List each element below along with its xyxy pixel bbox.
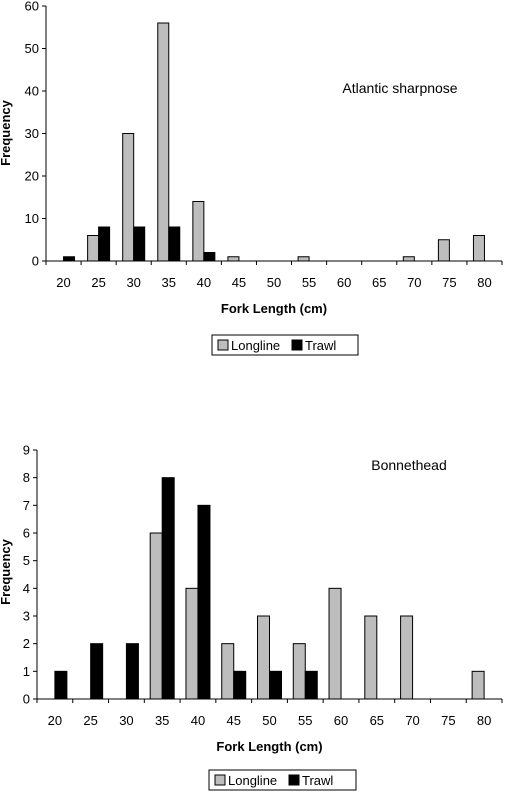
y-tick-label: 0 (32, 254, 39, 269)
x-tick-label: 45 (232, 275, 246, 290)
legend-box (211, 334, 359, 356)
x-tick-label: 25 (91, 275, 105, 290)
x-tick-label: 40 (191, 713, 205, 728)
bar-longline-40 (192, 201, 205, 262)
y-tick-label: 1 (23, 664, 30, 679)
x-tick-label: 75 (441, 713, 455, 728)
bar-longline-60 (328, 587, 342, 700)
bar-trawl-35 (168, 226, 181, 262)
x-tick-label: 45 (226, 713, 240, 728)
x-axis-title: Fork Length (cm) (216, 739, 322, 754)
x-tick-label: 50 (262, 713, 276, 728)
species-annotation: Bonnethead (371, 457, 447, 473)
x-tick-label: 65 (370, 713, 384, 728)
chart-panel-1: 0 10 20 30 40 50 60 20 25 30 35 40 45 50 55 60 65 70 75 80 F… (0, 0, 503, 356)
x-tick-label: 65 (372, 275, 386, 290)
x-tick-label: 70 (407, 275, 421, 290)
x-tick-label: 20 (48, 713, 62, 728)
x-tick-label: 55 (298, 713, 312, 728)
x-tick-label: 40 (197, 275, 211, 290)
legend-label-trawl: Trawl (305, 338, 336, 353)
x-tick-label: 60 (337, 275, 351, 290)
legend: Longline Trawl (208, 769, 357, 791)
x-tick-label: 55 (302, 275, 316, 290)
bar-longline-30 (122, 133, 135, 262)
y-tick-label: 60 (25, 0, 39, 14)
legend-box (208, 769, 357, 791)
bar-trawl-30 (125, 643, 139, 700)
x-tick-label: 80 (477, 275, 491, 290)
x-tick-label: 35 (162, 275, 176, 290)
y-tick-label: 40 (25, 84, 39, 99)
x-tick-label: 75 (442, 275, 456, 290)
legend-swatch-trawl (288, 774, 300, 786)
bar-trawl-40 (203, 252, 216, 262)
x-tick-label: 25 (83, 713, 97, 728)
bar-trawl-50 (269, 670, 282, 700)
y-tick-label: 0 (23, 692, 30, 707)
bar-trawl-55 (304, 670, 318, 700)
x-tick-label: 35 (155, 713, 169, 728)
bar-longline-55 (297, 256, 310, 262)
bar-longline-45 (221, 643, 235, 700)
bar-longline-45 (227, 256, 240, 262)
y-axis-title: Frequency (0, 99, 13, 166)
y-tick-label: 6 (23, 526, 30, 541)
y-tick-label: 7 (23, 498, 30, 513)
legend-swatch-longline (217, 339, 229, 351)
x-tick-label: 70 (405, 713, 419, 728)
legend-label-trawl: Trawl (302, 773, 333, 788)
y-tick-label: 30 (25, 126, 39, 141)
bar-longline-35 (157, 22, 170, 262)
bar-longline-80 (471, 670, 485, 700)
y-axis-title: Frequency (0, 538, 13, 605)
bar-longline-55 (292, 643, 306, 700)
bar-longline-75 (437, 239, 450, 262)
y-tick-label: 2 (23, 636, 30, 651)
y-tick-label: 9 (23, 443, 30, 458)
bar-longline-50 (257, 615, 270, 700)
bar-longline-70 (402, 256, 415, 262)
y-tick-label: 3 (23, 609, 30, 624)
bar-trawl-40 (197, 504, 211, 700)
bar-trawl-25 (90, 643, 104, 700)
y-tick-label: 8 (23, 470, 30, 485)
species-annotation: Atlantic sharpnose (342, 80, 457, 96)
x-axis-title: Fork Length (cm) (221, 301, 327, 316)
bar-trawl-35 (161, 477, 175, 700)
bar-longline-70 (400, 615, 414, 700)
x-tick-label: 50 (267, 275, 281, 290)
bar-trawl-45 (233, 670, 247, 700)
bar-longline-25 (87, 235, 100, 262)
legend-swatch-longline (214, 774, 226, 786)
bar-trawl-25 (98, 226, 111, 262)
x-tick-label: 30 (126, 275, 140, 290)
x-tick-label: 20 (56, 275, 70, 290)
bar-trawl-30 (133, 226, 146, 262)
legend: Longline Trawl (211, 334, 359, 356)
legend-label-longline: Longline (228, 773, 277, 788)
x-tick-label: 60 (334, 713, 348, 728)
y-tick-label: 20 (25, 169, 39, 184)
y-tick-label: 4 (23, 581, 30, 596)
bar-longline-40 (185, 587, 199, 700)
legend-label-longline: Longline (231, 338, 280, 353)
bar-trawl-20 (63, 256, 76, 262)
y-tick-label: 50 (25, 41, 39, 56)
x-tick-label: 30 (119, 713, 133, 728)
x-tick-label: 80 (477, 713, 491, 728)
y-tick-label: 10 (25, 211, 39, 226)
bar-longline-65 (364, 615, 378, 700)
legend-swatch-trawl (291, 339, 303, 351)
bar-longline-35 (149, 532, 163, 700)
bar-trawl-20 (54, 670, 68, 700)
bar-longline-80 (472, 235, 485, 262)
y-tick-label: 5 (23, 553, 30, 568)
